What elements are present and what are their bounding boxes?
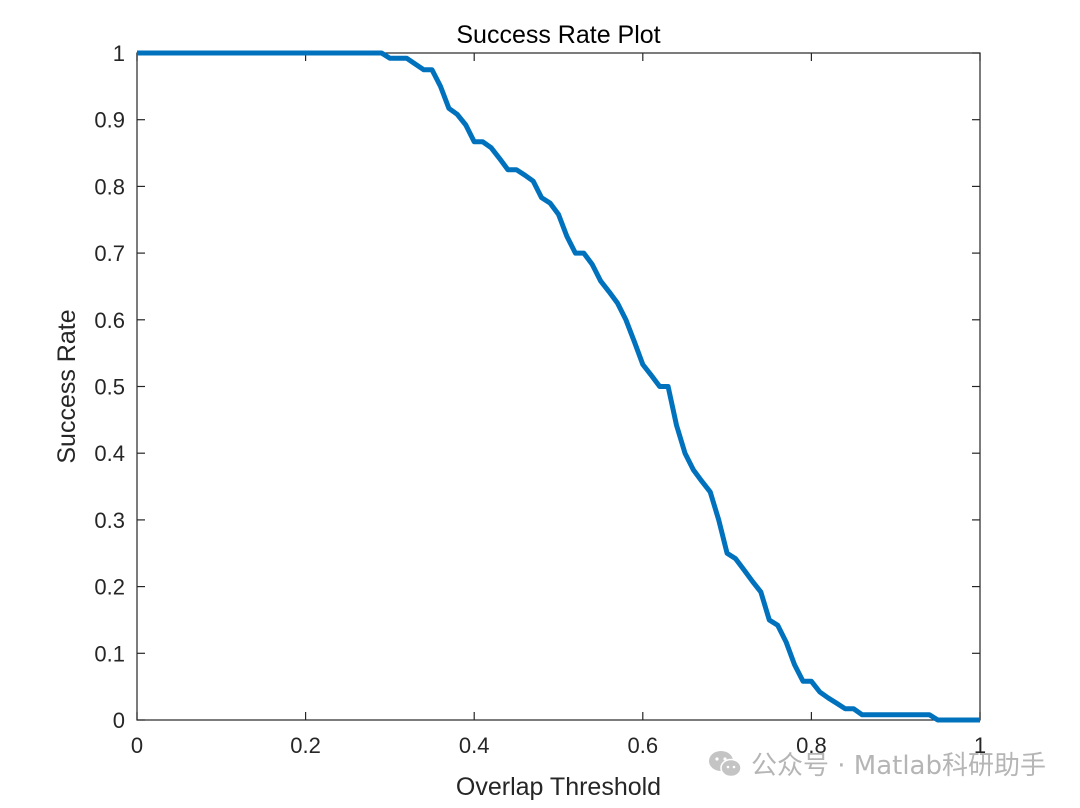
y-tick-label: 0.6 [94, 308, 125, 333]
y-tick-label: 0.2 [94, 575, 125, 600]
y-tick-label: 0.5 [94, 375, 125, 400]
y-tick-label: 0 [113, 708, 125, 733]
x-axis-label: Overlap Threshold [456, 773, 661, 801]
x-tick-label: 0.6 [628, 733, 659, 758]
x-tick-label: 0.4 [459, 733, 490, 758]
chart-title: Success Rate Plot [456, 21, 660, 49]
wechat-icon [708, 750, 742, 777]
watermark-text: 公众号 · Matlab科研助手 [750, 751, 1046, 781]
y-tick-label: 0.7 [94, 241, 125, 266]
x-tick-label: 0.8 [796, 733, 827, 758]
y-tick-label: 0.9 [94, 108, 125, 133]
x-tick-label: 0.2 [290, 733, 321, 758]
y-tick-label: 1 [113, 41, 125, 66]
plot-area [136, 52, 981, 721]
watermark: 公众号 · Matlab科研助手 [707, 745, 1046, 782]
y-tick-label: 0.1 [94, 641, 125, 666]
axis-tick-labels: 0 0.2 0.4 0.6 0.8 1 0 0.1 0.2 0.3 0.4 0.5 0.6 0.7 0.8 0… [94, 41, 986, 758]
y-axis-label: Success Rate [53, 309, 81, 463]
x-tick-label: 1 [974, 733, 986, 758]
axis-ticks [136, 52, 981, 721]
y-tick-label: 0.8 [94, 174, 125, 199]
success-rate-series-line [137, 50, 980, 723]
x-tick-label: 0 [131, 733, 143, 758]
y-tick-label: 0.4 [94, 441, 125, 466]
y-tick-label: 0.3 [94, 508, 125, 533]
